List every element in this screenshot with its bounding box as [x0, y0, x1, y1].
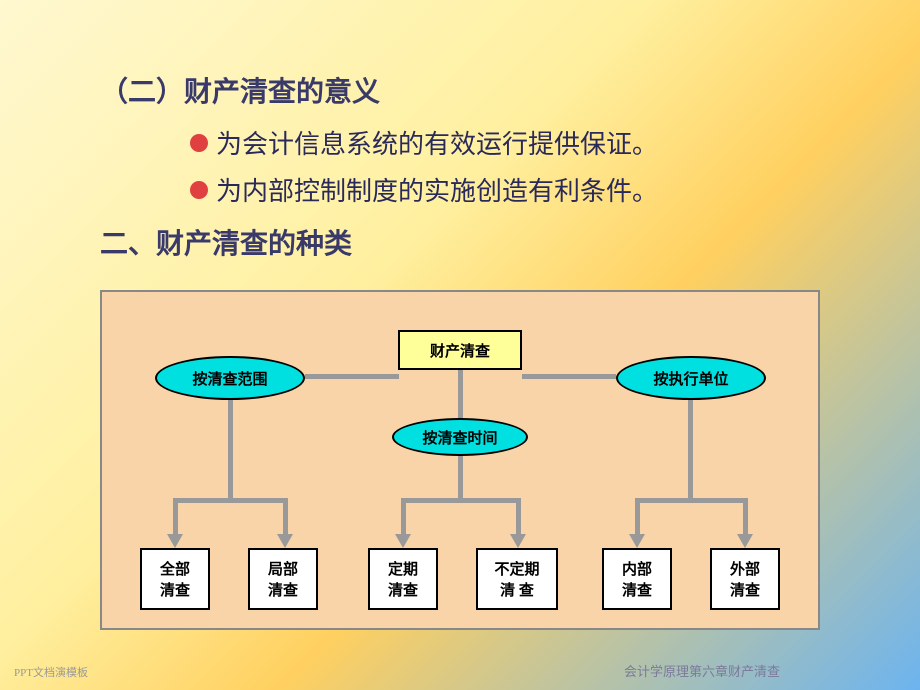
diagram-node-root: 财产清查	[398, 330, 522, 370]
diagram-connector	[635, 498, 748, 503]
diagram-node-leaf-4: 内部 清查	[602, 548, 672, 610]
arrow-down-icon	[395, 534, 411, 548]
diagram-node-mid-0: 按清查范围	[155, 356, 305, 400]
diagram-connector	[305, 374, 399, 379]
bullet-item-2: 为内部控制制度的实施创造有利条件。	[190, 171, 830, 208]
diagram-node-mid-2: 按执行单位	[616, 356, 766, 400]
diagram-connector	[688, 400, 693, 498]
slide-content: （二）财产清查的意义 为会计信息系统的有效运行提供保证。 为内部控制制度的实施创…	[0, 0, 920, 262]
diagram-connector	[458, 370, 463, 418]
diagram-node-leaf-5: 外部 清查	[710, 548, 780, 610]
footer-template-label: PPT文档演模板	[14, 664, 88, 680]
diagram-node-mid-1: 按清查时间	[392, 418, 528, 456]
arrow-down-icon	[167, 534, 183, 548]
bullet-text-1: 为会计信息系统的有效运行提供保证。	[216, 124, 658, 161]
diagram-node-leaf-3: 不定期 清 查	[476, 548, 558, 610]
diagram-connector	[743, 498, 748, 534]
diagram-node-leaf-1: 局部 清查	[248, 548, 318, 610]
diagram-connector	[228, 400, 233, 498]
bullet-text-2: 为内部控制制度的实施创造有利条件。	[216, 171, 658, 208]
arrow-down-icon	[629, 534, 645, 548]
arrow-down-icon	[510, 534, 526, 548]
bullet-icon	[190, 181, 208, 199]
arrow-down-icon	[277, 534, 293, 548]
diagram-connector	[635, 498, 640, 534]
hierarchy-diagram: 财产清查按清查范围按清查时间 按执行单位全部 清查局部 清查定期 清查不定期 清 …	[100, 290, 820, 630]
diagram-connector	[458, 456, 463, 498]
diagram-connector	[173, 498, 288, 503]
diagram-connector	[173, 498, 178, 534]
diagram-connector	[516, 498, 521, 534]
section-heading-1: （二）财产清查的意义	[100, 70, 830, 110]
diagram-connector	[401, 498, 406, 534]
section-heading-2: 二、财产清查的种类	[100, 222, 830, 262]
diagram-node-leaf-2: 定期 清查	[368, 548, 438, 610]
diagram-connector	[283, 498, 288, 534]
bullet-icon	[190, 134, 208, 152]
diagram-connector	[401, 498, 521, 503]
arrow-down-icon	[737, 534, 753, 548]
diagram-node-leaf-0: 全部 清查	[140, 548, 210, 610]
diagram-connector	[522, 374, 616, 379]
bullet-item-1: 为会计信息系统的有效运行提供保证。	[190, 124, 830, 161]
footer-chapter-label: 会计学原理第六章财产清查	[624, 661, 780, 680]
